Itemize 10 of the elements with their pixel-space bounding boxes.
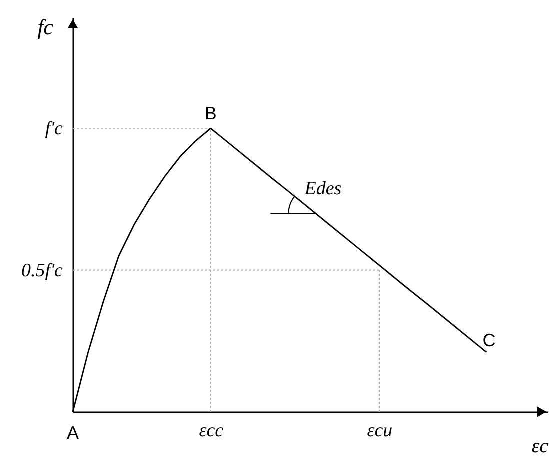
x-axis-title: εc	[532, 436, 549, 458]
x-tick-label: εcu	[367, 420, 393, 442]
annotation: Edes	[304, 178, 342, 200]
annotation: C	[482, 330, 496, 350]
ref-line-label: f'c	[45, 118, 64, 140]
annotation: B	[204, 104, 217, 124]
x-tick-label: εcc	[199, 420, 224, 442]
annotation: A	[66, 423, 80, 443]
ref-line-label: 0.5f'c	[21, 260, 64, 282]
y-axis-title: fc	[38, 14, 54, 40]
